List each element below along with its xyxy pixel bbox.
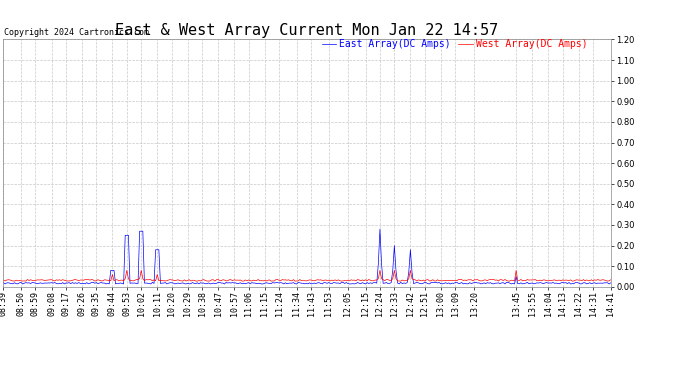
East Array(DC Amps) [272, 280, 280, 285]
East Array(DC Amps) [0, 280, 8, 285]
Legend: East Array(DC Amps), West Array(DC Amps): East Array(DC Amps), West Array(DC Amps) [322, 39, 588, 49]
West Array(DC Amps) [272, 278, 280, 282]
East Array(DC Amps) [467, 281, 475, 286]
Line: East Array(DC Amps): East Array(DC Amps) [3, 229, 611, 284]
West Array(DC Amps) [123, 268, 131, 273]
East Array(DC Amps) [19, 282, 27, 286]
West Array(DC Amps) [363, 279, 371, 283]
West Array(DC Amps) [467, 278, 475, 282]
West Array(DC Amps) [607, 278, 615, 282]
West Array(DC Amps) [108, 272, 117, 277]
East Array(DC Amps) [376, 227, 384, 231]
East Array(DC Amps) [110, 268, 118, 273]
Title: East & West Array Current Mon Jan 22 14:57: East & West Array Current Mon Jan 22 14:… [115, 23, 499, 38]
West Array(DC Amps) [291, 279, 299, 284]
West Array(DC Amps) [337, 279, 346, 284]
East Array(DC Amps) [362, 282, 370, 286]
West Array(DC Amps) [453, 278, 461, 283]
Line: West Array(DC Amps): West Array(DC Amps) [3, 270, 611, 281]
West Array(DC Amps) [0, 278, 8, 283]
Text: Copyright 2024 Cartronics.com: Copyright 2024 Cartronics.com [4, 28, 149, 37]
East Array(DC Amps) [336, 281, 344, 286]
East Array(DC Amps) [453, 280, 461, 285]
East Array(DC Amps) [607, 280, 615, 285]
